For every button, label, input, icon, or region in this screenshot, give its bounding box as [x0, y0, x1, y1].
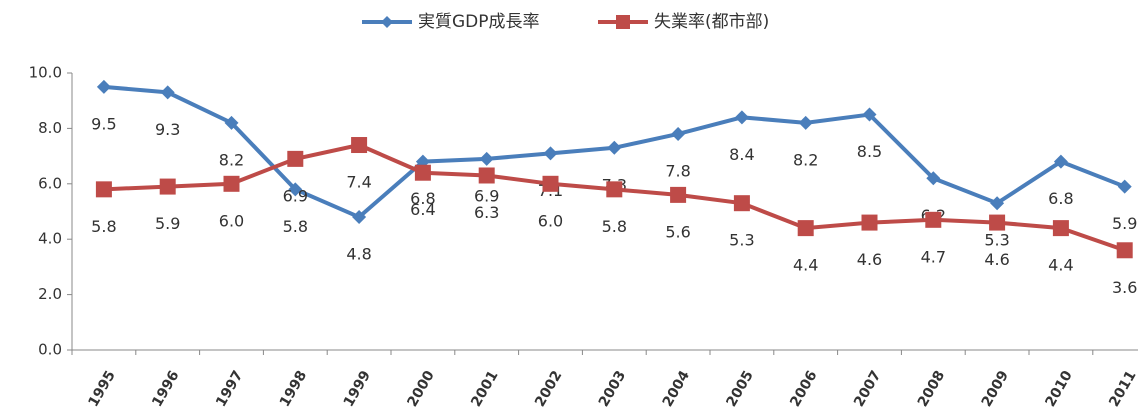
marker — [1053, 154, 1068, 169]
marker — [797, 220, 814, 237]
marker — [733, 195, 750, 212]
data-label: 6.9 — [474, 186, 499, 205]
marker — [671, 126, 686, 141]
data-label: 6.9 — [283, 186, 308, 205]
data-label: 7.8 — [665, 161, 690, 180]
marker — [798, 115, 813, 130]
x-tick-label: 2001 — [468, 368, 501, 410]
x-tick-label: 2006 — [787, 368, 820, 410]
marker — [223, 175, 240, 192]
marker — [862, 107, 877, 122]
data-label: 5.8 — [91, 217, 116, 236]
data-label: 6.8 — [410, 189, 435, 208]
x-tick-label: 2011 — [1106, 368, 1139, 410]
data-label: 8.5 — [857, 142, 882, 161]
data-label: 9.5 — [91, 114, 116, 133]
data-label: 6.0 — [538, 211, 563, 230]
marker — [1116, 242, 1133, 259]
x-tick-label: 2000 — [404, 368, 437, 410]
x-tick-label: 1998 — [277, 368, 310, 410]
data-label: 5.9 — [1112, 214, 1137, 233]
x-tick-label: 2005 — [723, 368, 756, 410]
x-tick-label: 2009 — [979, 368, 1012, 410]
marker — [478, 167, 495, 184]
marker — [543, 146, 558, 161]
marker — [925, 211, 942, 228]
x-tick-label: 1997 — [213, 368, 246, 410]
data-label: 4.6 — [857, 250, 882, 269]
y-tick-label: 4.0 — [38, 230, 62, 248]
y-tick-label: 2.0 — [38, 285, 62, 303]
data-label: 3.6 — [1112, 278, 1137, 297]
data-label: 5.8 — [602, 217, 627, 236]
data-label: 5.6 — [665, 222, 690, 241]
data-label: 6.0 — [219, 211, 244, 230]
y-tick-label: 8.0 — [38, 119, 62, 137]
data-label: 4.4 — [793, 256, 818, 275]
x-tick-label: 2002 — [532, 368, 565, 410]
x-tick-label: 2007 — [851, 368, 884, 410]
marker — [1052, 220, 1069, 237]
data-label: 8.4 — [729, 145, 754, 164]
marker — [926, 171, 941, 186]
x-tick-label: 2004 — [660, 368, 693, 410]
data-label: 6.3 — [474, 203, 499, 222]
legend-marker — [381, 16, 393, 28]
marker — [606, 181, 623, 198]
marker — [734, 110, 749, 125]
data-label: 5.9 — [155, 214, 180, 233]
data-label: 5.3 — [729, 231, 754, 250]
legend-marker — [616, 15, 630, 29]
marker — [479, 151, 494, 166]
marker — [159, 178, 176, 195]
data-label: 9.3 — [155, 120, 180, 139]
data-label: 5.3 — [984, 231, 1009, 250]
marker — [224, 115, 239, 130]
marker — [352, 210, 367, 225]
marker — [288, 182, 303, 197]
data-label: 8.2 — [219, 150, 244, 169]
data-label: 4.8 — [346, 245, 371, 264]
legend-label: 失業率(都市部) — [654, 12, 769, 32]
marker — [607, 140, 622, 155]
x-tick-label: 2008 — [915, 368, 948, 410]
data-label: 6.4 — [410, 200, 435, 219]
marker — [414, 164, 431, 181]
data-label: 4.4 — [1048, 256, 1073, 275]
legend-label: 実質GDP成長率 — [418, 12, 540, 32]
x-tick-label: 1999 — [341, 368, 374, 410]
marker — [351, 137, 368, 154]
data-label: 6.8 — [1048, 189, 1073, 208]
marker — [160, 85, 175, 100]
marker — [542, 175, 559, 192]
marker — [1117, 179, 1132, 194]
marker — [287, 150, 304, 167]
x-tick-label: 2003 — [596, 368, 629, 410]
y-tick-label: 10.0 — [29, 64, 62, 82]
y-tick-label: 0.0 — [38, 341, 62, 359]
data-label: 5.8 — [283, 217, 308, 236]
marker — [670, 186, 687, 203]
data-label: 8.2 — [793, 150, 818, 169]
marker — [96, 79, 111, 94]
x-tick-label: 1995 — [85, 368, 118, 410]
marker — [990, 196, 1005, 211]
data-label: 7.4 — [346, 173, 371, 192]
y-tick-label: 6.0 — [38, 174, 62, 192]
data-label: 4.6 — [984, 250, 1009, 269]
marker — [861, 214, 878, 231]
marker — [95, 181, 112, 198]
marker — [989, 214, 1006, 231]
x-tick-label: 2010 — [1042, 368, 1075, 410]
data-label: 4.7 — [921, 247, 946, 266]
x-tick-label: 1996 — [149, 368, 182, 410]
